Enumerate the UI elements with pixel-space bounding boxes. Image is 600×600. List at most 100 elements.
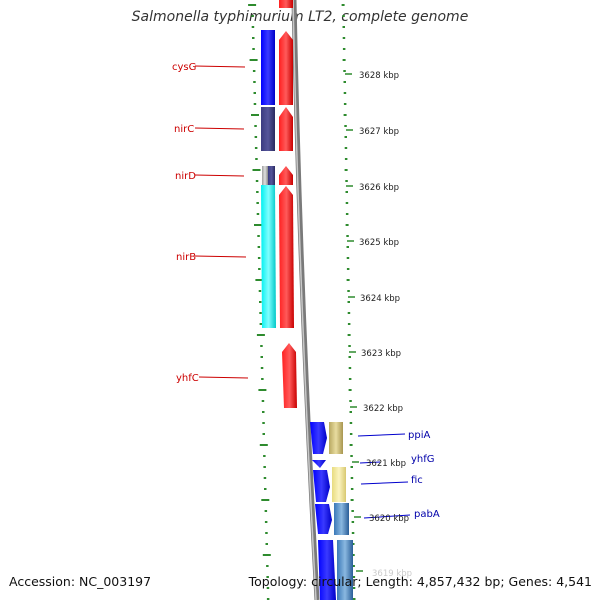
guide-tick [353, 598, 356, 600]
yhfC-arrow [282, 343, 297, 408]
guide-tick [255, 158, 258, 160]
left-label-leaders [194, 65, 249, 379]
scale-label: 3625 kbp [359, 238, 399, 248]
guide-tick [262, 422, 265, 424]
pabA-feature [334, 503, 349, 535]
ppiA-arrow [310, 422, 327, 454]
guide-tick [347, 290, 350, 292]
guide-tick [260, 356, 263, 358]
fic-feature [332, 467, 346, 502]
guide-tick [344, 147, 348, 149]
guide-tick [266, 576, 269, 578]
guide-tick [266, 598, 270, 600]
guide-tick [348, 378, 352, 380]
guide-tick [349, 422, 353, 424]
scale-label: 3619 kbp [372, 569, 412, 579]
guide-tick [256, 202, 259, 204]
guide-tick [259, 323, 263, 325]
guide-tick [349, 444, 353, 446]
guide-tick [261, 400, 265, 402]
scale-label: 3628 kbp [359, 71, 399, 81]
guide-tick [261, 378, 264, 380]
guide-tick [254, 147, 258, 149]
guide-tick [348, 345, 351, 347]
ppiA-feature [329, 422, 343, 454]
guide-tick [346, 257, 350, 259]
guide-tick [346, 268, 350, 270]
guide-tick [253, 81, 256, 83]
nirC-arrow [279, 107, 293, 151]
label-pabA[interactable]: pabA [414, 509, 440, 520]
pabA-arrow [315, 504, 332, 534]
label-yhfC[interactable]: yhfC [176, 373, 199, 384]
label-yhfG[interactable]: yhfG [411, 454, 435, 465]
guide-tick [343, 103, 347, 105]
guide-tick [344, 125, 347, 127]
guide-tick [263, 477, 267, 479]
guide-tick [253, 92, 256, 94]
guide-tick [252, 48, 255, 50]
fic-arrow [313, 470, 330, 502]
guide-tick [345, 202, 349, 204]
guide-tick [264, 488, 267, 490]
label-cysG[interactable]: cysG [172, 62, 196, 73]
label-nirD[interactable]: nirD [175, 171, 196, 182]
guide-tick [344, 136, 347, 138]
label-nirB[interactable]: nirB [176, 252, 196, 263]
guide-tick [257, 246, 261, 248]
guide-tick [264, 510, 268, 512]
guide-tick [345, 224, 349, 226]
guide-tick [351, 554, 355, 556]
guide-tick [352, 543, 355, 545]
guide-tick [263, 466, 266, 468]
guide-tick [342, 48, 346, 50]
guide-tick [255, 279, 264, 281]
guide-tick [351, 521, 355, 523]
guide-tick [348, 389, 352, 391]
guide-tick [254, 224, 262, 226]
label-fic[interactable]: fic [411, 475, 423, 486]
guide-tick [346, 235, 349, 237]
guide-tick [262, 433, 265, 435]
scale-label: 3623 kbp [361, 349, 401, 359]
guide-tick [258, 290, 262, 292]
accession-text: Accession: NC_003197 [9, 574, 152, 589]
guide-tick [256, 213, 260, 215]
guide-tick [343, 114, 347, 116]
guide-tick [350, 477, 354, 479]
guide-tick [342, 37, 346, 39]
scale-label: 3622 kbp [363, 404, 403, 414]
guide-tick [260, 345, 263, 347]
label-nirC[interactable]: nirC [174, 124, 194, 135]
bottom-blue-arrow [318, 540, 336, 600]
guide-tick [262, 411, 265, 413]
guide-tick [347, 334, 351, 336]
guide-tick [257, 235, 260, 237]
guide-tick [349, 433, 353, 435]
guide-tick [264, 521, 268, 523]
guide-tick [351, 510, 354, 512]
nirB-arrow [279, 186, 294, 328]
top-arrow-fragment [279, 0, 293, 8]
right-label-leaders [357, 433, 411, 519]
guide-tick [254, 136, 258, 138]
guide-tick [347, 323, 351, 325]
gene-nirC-feature [261, 107, 275, 151]
guide-tick [343, 92, 347, 94]
guide-tick [252, 169, 261, 171]
genome-backbone-highlight [292, 0, 317, 600]
scale-label: 3627 kbp [359, 127, 399, 137]
gene-nirD-feature-b [268, 166, 275, 185]
guide-tick [252, 70, 256, 72]
guide-tick [342, 59, 346, 61]
guide-tick [341, 4, 345, 6]
guide-tick [266, 565, 269, 567]
guide-tick [254, 125, 257, 127]
guide-tick [348, 367, 352, 369]
topology-text: Topology: circular; Length: 4,857,432 bp… [248, 574, 592, 589]
guide-tick [258, 389, 267, 391]
scale-label: 3626 kbp [359, 183, 399, 193]
label-ppiA[interactable]: ppiA [408, 430, 430, 441]
guide-tick [346, 279, 350, 281]
